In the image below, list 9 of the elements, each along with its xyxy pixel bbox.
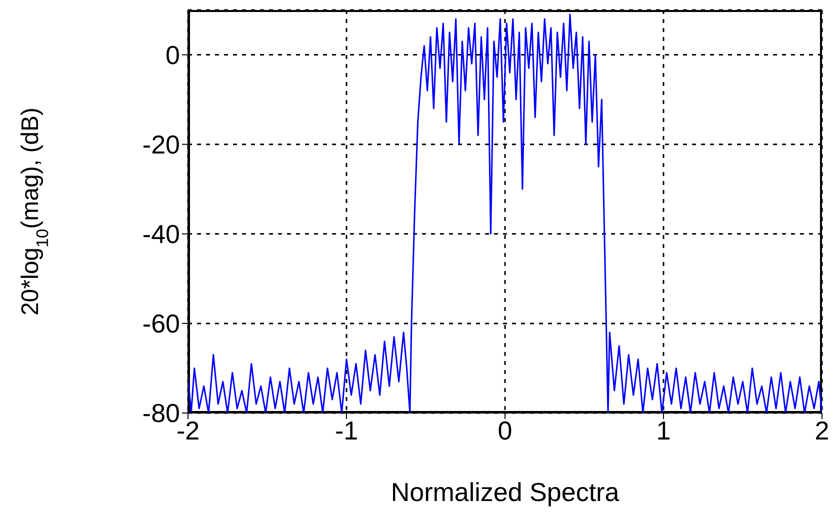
x-tick-label: -1 xyxy=(334,415,358,446)
y-tick-label: -40 xyxy=(142,219,180,250)
y-tick-label: -60 xyxy=(142,308,180,339)
y-tick-label: -20 xyxy=(142,130,180,160)
x-tick-label: 2 xyxy=(814,415,830,446)
x-tick-label: 0 xyxy=(498,415,512,446)
x-axis-title: Normalized Spectra xyxy=(390,477,620,507)
y-tick-label: 0 xyxy=(166,40,180,70)
x-tick-label: 1 xyxy=(656,415,671,446)
